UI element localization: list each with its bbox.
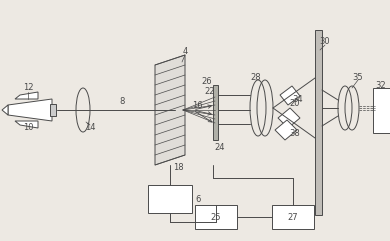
Bar — [315, 30, 322, 215]
Polygon shape — [15, 92, 38, 99]
Polygon shape — [280, 86, 300, 105]
Bar — [272, 205, 314, 229]
Text: 34: 34 — [292, 95, 303, 105]
Text: 30: 30 — [320, 38, 330, 47]
Bar — [50, 104, 56, 116]
Text: 12: 12 — [23, 83, 33, 93]
Text: 22: 22 — [205, 87, 215, 96]
Text: 32: 32 — [376, 80, 386, 89]
Polygon shape — [155, 55, 185, 165]
Text: 38: 38 — [290, 128, 300, 138]
Text: 35: 35 — [353, 74, 363, 82]
Text: 10: 10 — [23, 123, 33, 133]
Text: 20: 20 — [290, 99, 300, 107]
Polygon shape — [275, 120, 297, 140]
Bar — [373, 88, 390, 133]
Text: 28: 28 — [251, 74, 261, 82]
Text: 25: 25 — [211, 214, 221, 222]
Text: 18: 18 — [173, 163, 183, 173]
Polygon shape — [278, 108, 300, 128]
Text: 24: 24 — [215, 143, 225, 153]
Polygon shape — [2, 105, 8, 115]
Bar — [195, 205, 237, 229]
Text: 14: 14 — [85, 122, 95, 132]
Text: 26: 26 — [202, 78, 212, 87]
Text: 8: 8 — [119, 98, 125, 107]
Text: 6: 6 — [195, 195, 201, 205]
Bar — [213, 85, 218, 140]
Bar — [148, 185, 192, 213]
Text: 16: 16 — [192, 100, 202, 109]
Polygon shape — [8, 99, 52, 121]
Text: 27: 27 — [288, 214, 298, 222]
Polygon shape — [15, 121, 38, 128]
Text: 4: 4 — [183, 47, 188, 56]
